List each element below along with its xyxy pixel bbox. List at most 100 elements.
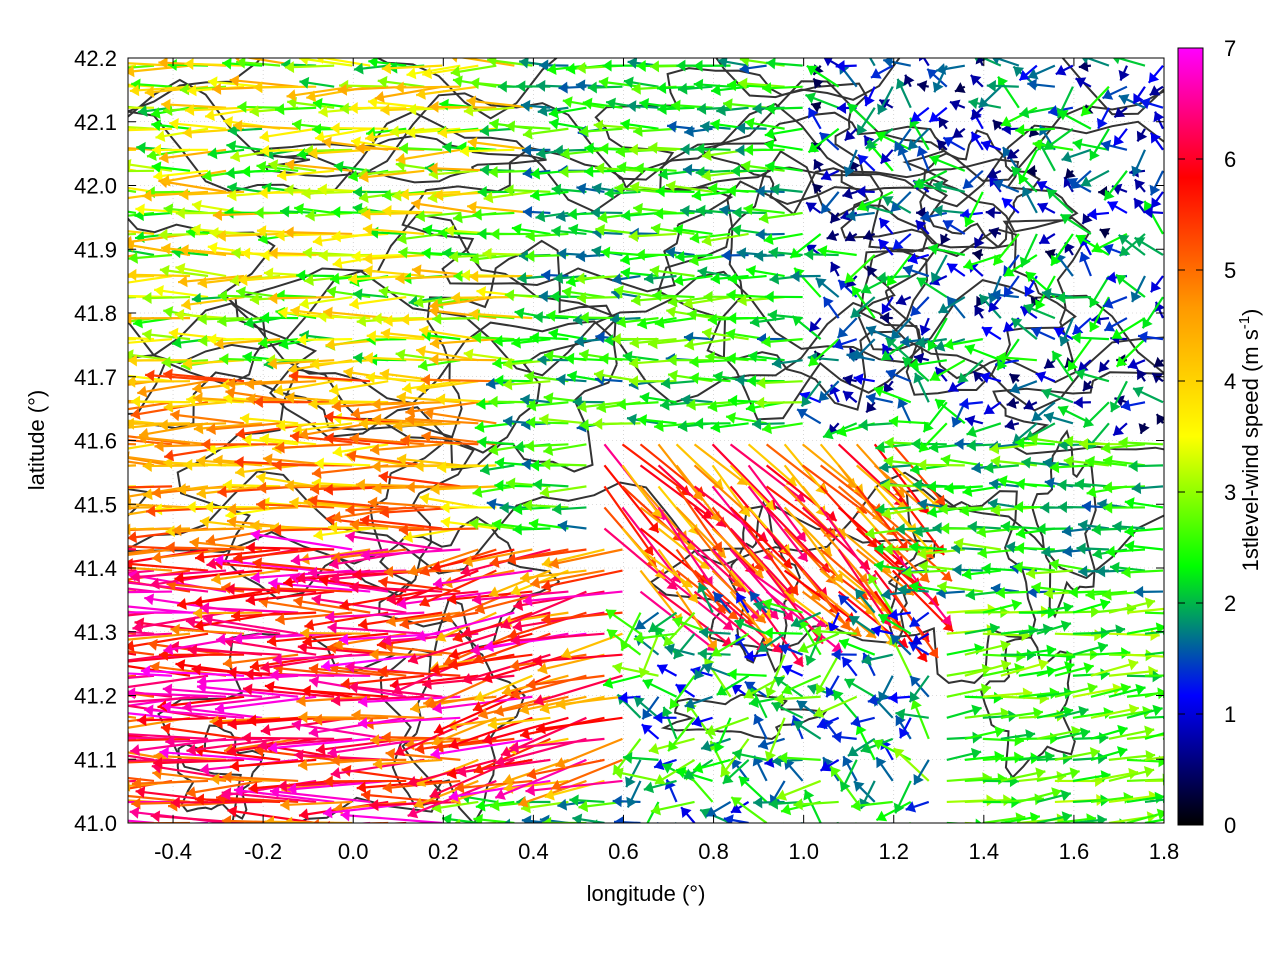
x-tick-label: 1.4 bbox=[969, 839, 1000, 864]
wind-arrow bbox=[751, 823, 784, 857]
colorbar-label-superscript: -1 bbox=[1236, 316, 1253, 329]
wind-arrow bbox=[880, 218, 893, 234]
wind-arrow bbox=[192, 200, 244, 213]
wind-arrow bbox=[395, 571, 478, 607]
wind-arrow bbox=[269, 823, 370, 836]
wind-vectors bbox=[35, 40, 1213, 857]
x-tick-label: 0.4 bbox=[518, 839, 549, 864]
x-tick-label: 1.8 bbox=[1149, 839, 1180, 864]
wind-arrow bbox=[43, 779, 136, 791]
wind-arrow bbox=[706, 802, 730, 817]
wind-arrow bbox=[958, 360, 983, 383]
wind-arrow bbox=[965, 751, 1004, 763]
wind-arrow bbox=[240, 413, 298, 425]
wind-arrow bbox=[774, 823, 803, 835]
wind-arrow bbox=[612, 662, 658, 676]
wind-arrow bbox=[896, 523, 929, 535]
wind-arrow bbox=[89, 598, 190, 613]
wind-arrow bbox=[633, 823, 658, 835]
wind-arrow bbox=[1127, 651, 1177, 663]
wind-arrow bbox=[678, 420, 713, 432]
wind-arrow bbox=[785, 444, 826, 493]
wind-arrow bbox=[75, 144, 136, 156]
wind-arrow bbox=[1134, 586, 1163, 598]
y-tick-label: 41.6 bbox=[74, 429, 117, 454]
wind-arrow bbox=[739, 776, 767, 802]
wind-arrow bbox=[78, 156, 136, 170]
wind-arrow bbox=[836, 60, 857, 72]
wind-arrow bbox=[576, 62, 622, 74]
wind-arrow bbox=[859, 40, 875, 66]
wind-arrow bbox=[617, 398, 659, 410]
wind-arrow bbox=[857, 108, 875, 135]
wind-arrow bbox=[96, 203, 136, 215]
wind-arrow bbox=[572, 814, 604, 826]
wind-arrow bbox=[1010, 374, 1021, 384]
wind-arrow bbox=[1055, 683, 1098, 697]
wind-arrow bbox=[873, 823, 911, 840]
wind-arrow bbox=[947, 818, 985, 830]
wind-arrow bbox=[1151, 276, 1163, 292]
wind-arrow bbox=[848, 104, 875, 129]
wind-arrow bbox=[838, 318, 857, 338]
wind-arrow bbox=[57, 585, 136, 597]
wind-arrow bbox=[881, 150, 893, 164]
wind-arrow bbox=[442, 813, 478, 825]
wind-arrow bbox=[947, 732, 982, 744]
wind-arrow bbox=[825, 823, 856, 847]
wind-arrow bbox=[1037, 620, 1071, 633]
wind-arrow bbox=[399, 142, 442, 154]
wind-arrow bbox=[864, 87, 875, 106]
wind-arrow bbox=[911, 823, 929, 854]
wind-arrow bbox=[759, 212, 803, 224]
wind-arrow bbox=[808, 108, 821, 129]
wind-arrow bbox=[43, 538, 136, 550]
wind-arrow bbox=[867, 266, 877, 277]
wind-arrow bbox=[894, 748, 929, 781]
wind-arrow bbox=[601, 247, 641, 259]
wind-arrow bbox=[668, 718, 694, 751]
wind-arrow bbox=[893, 234, 911, 249]
x-tick-label: 0.8 bbox=[698, 839, 729, 864]
wind-arrow bbox=[950, 100, 965, 111]
wind-arrow bbox=[858, 155, 875, 171]
wind-arrow bbox=[1099, 360, 1109, 372]
wind-arrow bbox=[982, 327, 1001, 339]
wind-arrow bbox=[981, 140, 1001, 151]
wind-arrow bbox=[1133, 387, 1163, 403]
wind-arrow bbox=[69, 398, 136, 410]
wind-arrow bbox=[714, 718, 731, 753]
wind-arrow bbox=[170, 409, 244, 423]
colorbar-tick-label: 0 bbox=[1224, 813, 1236, 838]
wind-arrow bbox=[753, 714, 766, 738]
wind-arrow bbox=[522, 144, 550, 156]
wind-arrow bbox=[105, 606, 208, 618]
wind-arrow bbox=[40, 790, 136, 802]
wind-arrow bbox=[1135, 179, 1145, 191]
colorbar-tick-label: 2 bbox=[1224, 591, 1236, 616]
wind-arrow bbox=[379, 286, 425, 298]
wind-arrow bbox=[1108, 201, 1127, 213]
wind-arrow bbox=[947, 643, 984, 655]
wind-arrow bbox=[213, 209, 280, 221]
wind-arrow bbox=[1056, 292, 1091, 304]
wind-arrow bbox=[821, 192, 839, 214]
wind-arrow bbox=[972, 249, 982, 261]
wind-arrow bbox=[765, 655, 784, 697]
colorbar bbox=[1178, 48, 1203, 825]
wind-arrow bbox=[1073, 318, 1091, 334]
wind-arrow bbox=[1111, 53, 1145, 66]
wind-arrow bbox=[552, 503, 586, 515]
wind-arrow bbox=[1119, 437, 1163, 449]
wind-arrow bbox=[866, 402, 876, 413]
wind-arrow bbox=[540, 815, 569, 827]
wind-arrow bbox=[810, 318, 821, 332]
wind-arrow bbox=[943, 137, 964, 150]
wind-arrow bbox=[1076, 77, 1091, 88]
wind-arrow bbox=[543, 444, 586, 456]
wind-arrow bbox=[896, 294, 911, 305]
colorbar-tick-label: 5 bbox=[1224, 258, 1236, 283]
y-tick-label: 42.0 bbox=[74, 174, 117, 199]
wind-arrow bbox=[310, 819, 388, 831]
wind-arrow bbox=[817, 718, 839, 729]
